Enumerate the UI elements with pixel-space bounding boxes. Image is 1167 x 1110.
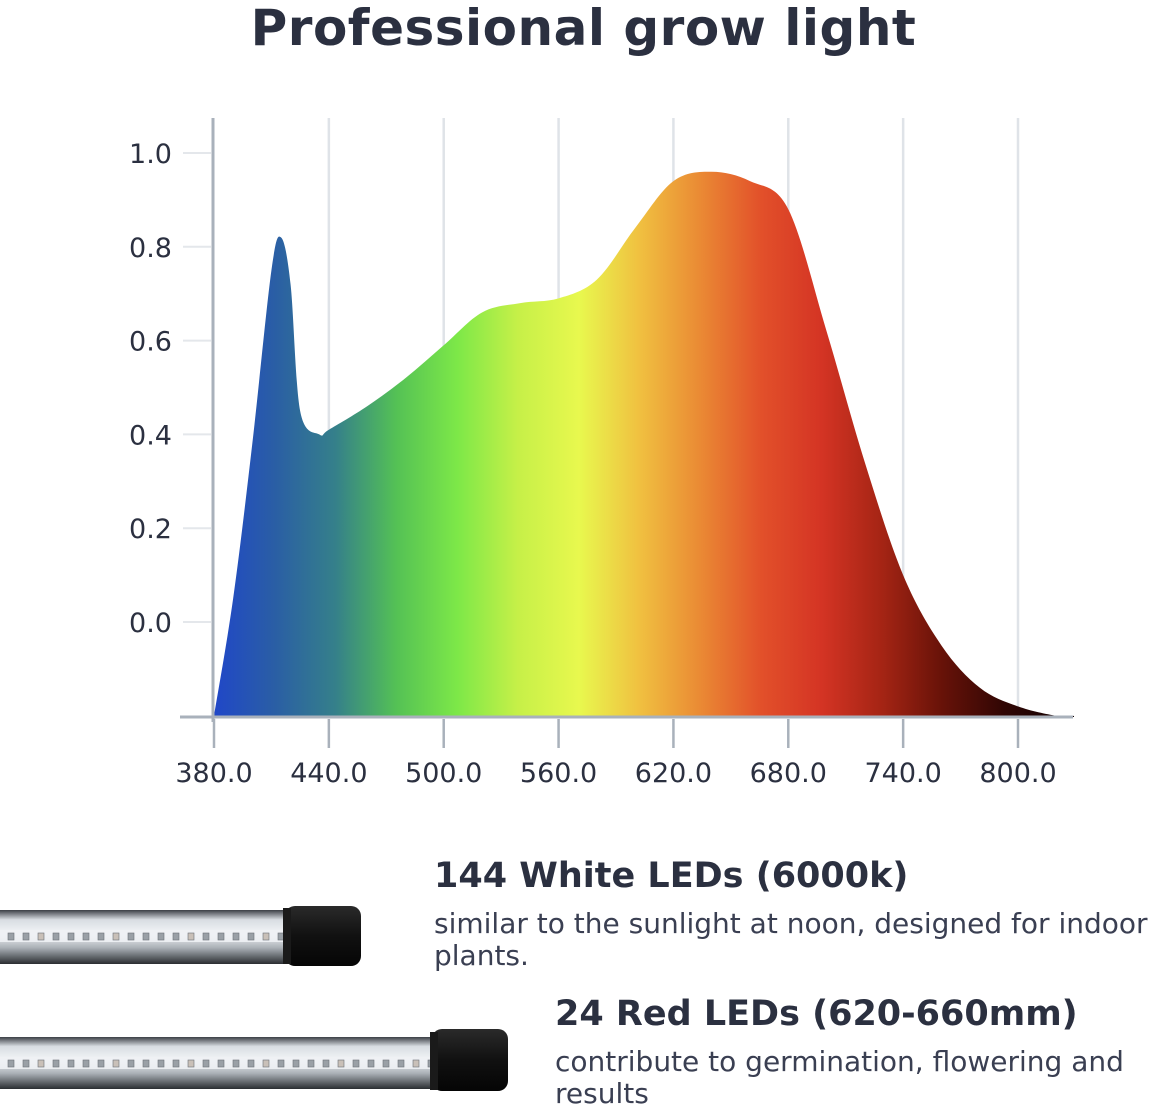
white-leds-description: similar to the sunlight at noon, designe…	[434, 907, 1148, 972]
led-dot	[172, 932, 180, 941]
x-tick-label: 680.0	[750, 758, 827, 789]
led-dot	[112, 1059, 120, 1068]
led-dot	[142, 1059, 150, 1068]
led-dot	[127, 932, 135, 941]
led-dot	[157, 932, 165, 941]
red-led-tube-image	[0, 1029, 508, 1091]
led-dot	[97, 932, 105, 941]
led-dot	[7, 932, 15, 941]
led-dot	[232, 932, 240, 941]
led-dot	[127, 1059, 135, 1068]
led-dot	[292, 1059, 300, 1068]
led-dot	[157, 1059, 165, 1068]
y-tick-label: 1.0	[129, 139, 172, 170]
led-dot	[82, 1059, 90, 1068]
led-dot	[37, 1059, 45, 1068]
led-dot	[202, 1059, 210, 1068]
x-tick-label: 800.0	[979, 758, 1056, 789]
red-leds-title: 24 Red LEDs (620-660mm)	[555, 994, 1078, 1034]
led-dot	[82, 932, 90, 941]
led-dot	[142, 932, 150, 941]
x-tick-label: 560.0	[520, 758, 597, 789]
led-dot	[352, 1059, 360, 1068]
x-tick-label: 380.0	[175, 758, 252, 789]
x-tick-label: 440.0	[290, 758, 367, 789]
led-dot	[22, 932, 30, 941]
led-dot	[217, 932, 225, 941]
led-dot	[187, 1059, 195, 1068]
led-dot	[262, 1059, 270, 1068]
led-dot	[247, 932, 255, 941]
led-dot	[52, 1059, 60, 1068]
led-dot	[262, 932, 270, 941]
led-dot	[397, 1059, 405, 1068]
led-dot	[367, 1059, 375, 1068]
x-tick-label: 620.0	[635, 758, 712, 789]
spectrum-chart: 0.0 0.2 0.4 0.6 0.8 1.0 380.0 440.0 500.0 560.0 6…	[129, 118, 1074, 789]
white-leds-title: 144 White LEDs (6000k)	[434, 856, 909, 896]
led-dot	[337, 1059, 345, 1068]
led-dot	[232, 1059, 240, 1068]
led-dot	[67, 932, 75, 941]
axes	[180, 118, 1073, 722]
led-dot	[7, 1059, 15, 1068]
led-dot	[382, 1059, 390, 1068]
led-dot	[202, 932, 210, 941]
y-tick-label: 0.8	[129, 233, 172, 264]
led-dot	[247, 1059, 255, 1068]
led-dot	[172, 1059, 180, 1068]
led-dot	[97, 1059, 105, 1068]
led-dot	[322, 1059, 330, 1068]
y-tick-label: 0.0	[129, 608, 172, 639]
red-leds-description: contribute to germination, flowering and…	[555, 1045, 1124, 1110]
led-dot	[112, 932, 120, 941]
led-dot	[217, 1059, 225, 1068]
led-dot	[67, 1059, 75, 1068]
x-tick-label: 500.0	[405, 758, 482, 789]
led-dot	[307, 1059, 315, 1068]
x-tick-label: 740.0	[864, 758, 941, 789]
white-led-tube-image	[0, 906, 361, 966]
page-title: Professional grow light	[250, 0, 917, 57]
y-tick-label: 0.4	[129, 420, 172, 451]
y-tick-label: 0.2	[129, 514, 172, 545]
led-dot	[412, 1059, 420, 1068]
y-tick-label: 0.6	[129, 327, 172, 358]
spectrum-area	[214, 171, 1074, 717]
led-dot	[277, 1059, 285, 1068]
led-dot	[22, 1059, 30, 1068]
led-dot	[187, 932, 195, 941]
led-dot	[52, 932, 60, 941]
led-dot	[37, 932, 45, 941]
